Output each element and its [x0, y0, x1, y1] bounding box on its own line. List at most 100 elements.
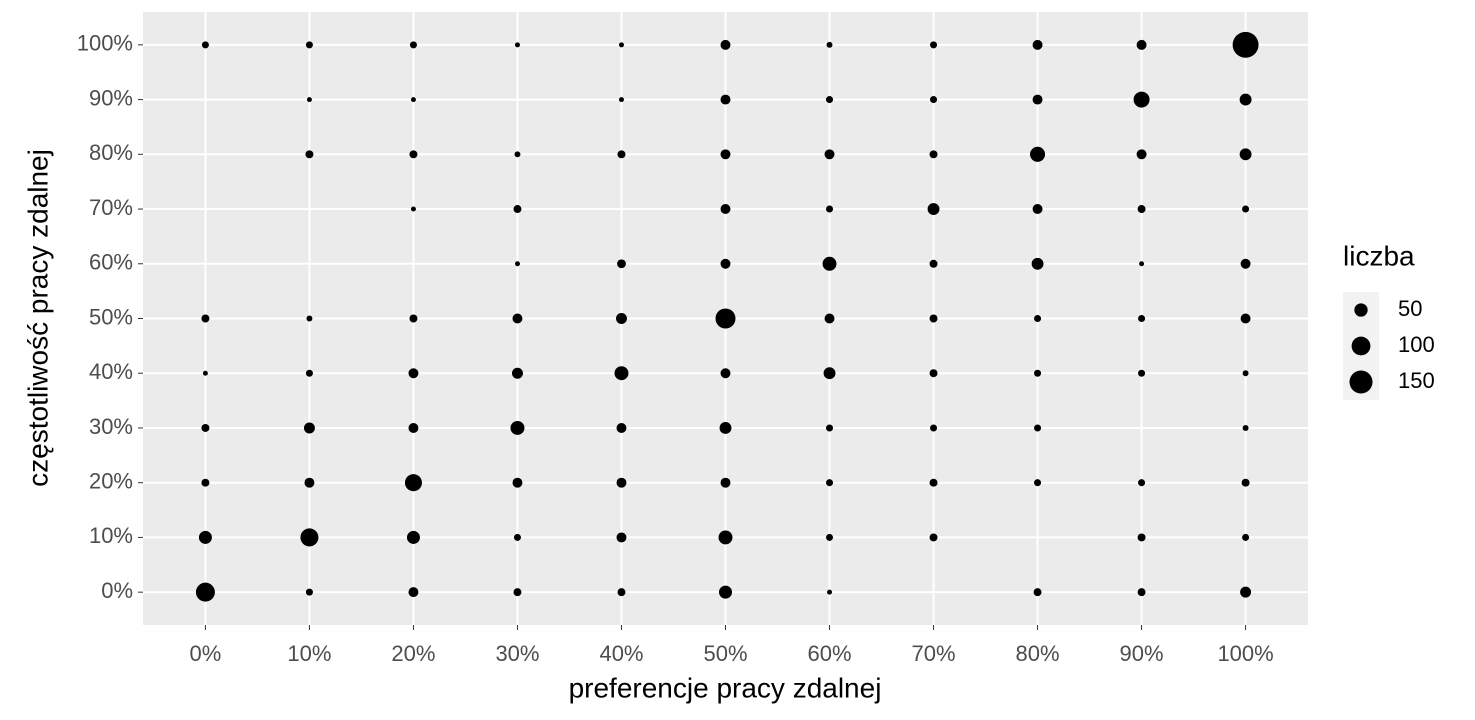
point: [824, 313, 835, 324]
point: [406, 530, 420, 544]
point: [408, 368, 419, 379]
point: [719, 422, 732, 434]
point: [718, 530, 733, 545]
point: [1242, 533, 1250, 541]
point: [1240, 313, 1251, 324]
point: [410, 97, 416, 103]
point: [616, 477, 627, 488]
point: [718, 585, 733, 599]
point: [303, 422, 315, 434]
point: [201, 478, 210, 487]
y-tick-label: 100%: [77, 31, 133, 56]
point: [305, 150, 314, 159]
point: [306, 315, 313, 322]
point: [824, 149, 835, 160]
point: [202, 370, 208, 376]
point: [1240, 586, 1252, 598]
x-tick-label: 30%: [495, 641, 539, 666]
point: [827, 589, 833, 595]
point: [930, 424, 938, 432]
point: [826, 41, 833, 48]
point: [1136, 39, 1147, 50]
point: [720, 94, 731, 105]
x-tick-label: 60%: [807, 641, 851, 666]
y-tick-label: 20%: [89, 469, 133, 494]
point: [306, 97, 312, 103]
y-tick-label: 0%: [101, 578, 133, 603]
point: [826, 96, 834, 104]
x-tick-label: 20%: [391, 641, 435, 666]
point: [510, 420, 525, 435]
point: [929, 478, 938, 487]
point: [201, 423, 210, 432]
x-tick-label: 80%: [1016, 641, 1060, 666]
point: [1240, 258, 1251, 269]
point: [305, 369, 313, 377]
point: [929, 369, 938, 378]
point: [195, 582, 215, 602]
point: [1242, 370, 1249, 377]
point: [823, 367, 836, 380]
y-tick-label: 80%: [89, 140, 133, 165]
point: [514, 42, 520, 48]
point: [1034, 424, 1042, 432]
point: [512, 477, 523, 488]
point: [410, 206, 416, 212]
point: [409, 41, 417, 49]
point: [1133, 91, 1150, 108]
point: [409, 314, 418, 323]
point: [1032, 94, 1043, 105]
point: [1032, 39, 1043, 50]
point: [822, 256, 837, 271]
point: [617, 588, 626, 597]
y-tick-label: 50%: [89, 304, 133, 329]
point: [304, 477, 315, 488]
point: [201, 41, 209, 49]
point: [930, 96, 938, 104]
point: [1232, 31, 1259, 58]
point: [1032, 204, 1043, 215]
point: [512, 313, 523, 324]
point: [513, 588, 522, 597]
legend-label: 50: [1398, 296, 1422, 321]
point: [715, 308, 736, 329]
legend-label: 100: [1398, 332, 1435, 357]
point: [616, 422, 627, 433]
point: [826, 479, 834, 487]
x-tick-label: 0%: [190, 641, 222, 666]
point: [1034, 479, 1042, 487]
point: [1030, 146, 1046, 162]
y-tick-label: 60%: [89, 250, 133, 275]
point: [513, 533, 521, 541]
point: [826, 424, 834, 432]
point: [614, 366, 629, 381]
x-tick-label: 100%: [1217, 641, 1273, 666]
point: [305, 588, 313, 596]
point: [198, 530, 212, 544]
y-tick-label: 90%: [89, 85, 133, 110]
point: [1138, 314, 1146, 323]
legend-point: [1349, 370, 1373, 394]
point: [929, 150, 938, 159]
point: [300, 528, 319, 547]
point: [1031, 257, 1044, 270]
y-tick-label: 70%: [89, 195, 133, 220]
y-tick-label: 30%: [89, 414, 133, 439]
point: [720, 39, 731, 50]
x-tick-label: 10%: [287, 641, 331, 666]
point: [1137, 205, 1146, 214]
point: [1239, 93, 1252, 106]
point: [930, 41, 938, 49]
y-tick-label: 40%: [89, 359, 133, 384]
point: [1239, 148, 1252, 161]
point: [1034, 314, 1042, 323]
point: [201, 314, 210, 323]
legend-title: liczba: [1343, 240, 1415, 271]
x-tick-label: 70%: [912, 641, 956, 666]
point: [927, 203, 940, 215]
point: [720, 204, 731, 215]
point: [616, 313, 627, 324]
point: [929, 314, 938, 323]
point: [929, 533, 938, 542]
point: [1034, 369, 1042, 377]
